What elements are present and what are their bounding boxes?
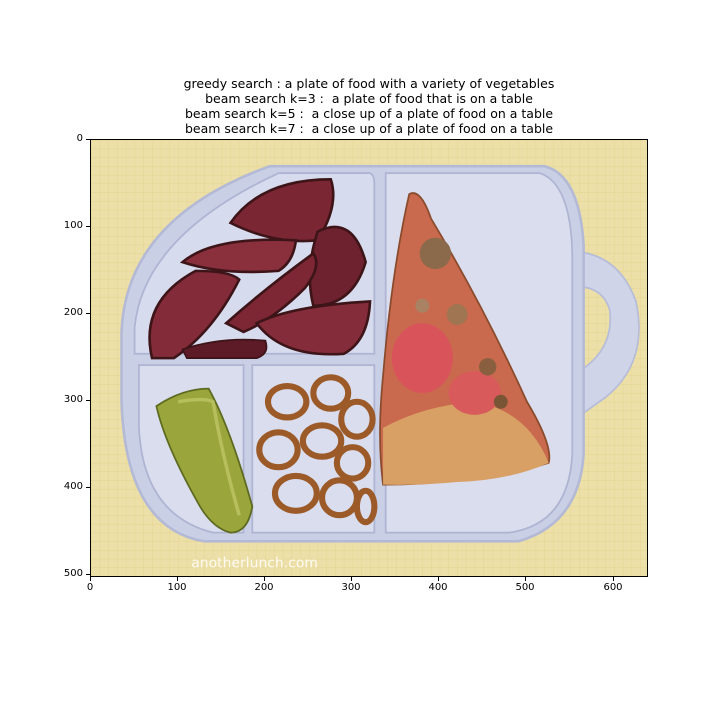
ytick-mark: [86, 226, 90, 227]
ytick-label: 100: [63, 220, 83, 231]
xtick-label: 100: [167, 582, 187, 593]
ytick-mark: [86, 139, 90, 140]
xtick-label: 200: [254, 582, 274, 593]
caption-beam-k3: beam search k=3 : a plate of food that i…: [205, 91, 533, 106]
watermark: anotherlunch.com: [191, 556, 318, 572]
xtick-mark: [438, 577, 439, 581]
xtick-mark: [177, 577, 178, 581]
plum-slices: [148, 177, 372, 360]
caption-block: greedy search : a plate of food with a v…: [90, 76, 648, 136]
ytick-mark: [86, 574, 90, 575]
ytick-label: 500: [63, 568, 83, 579]
tray-handle: [543, 250, 640, 422]
ytick-mark: [86, 313, 90, 314]
xtick-mark: [351, 577, 352, 581]
xtick-mark: [90, 577, 91, 581]
ytick-label: 400: [63, 481, 83, 492]
pizza-slice: [379, 192, 551, 486]
xtick-label: 600: [603, 582, 623, 593]
xtick-label: 0: [86, 582, 94, 593]
caption-greedy: greedy search : a plate of food with a v…: [183, 76, 555, 91]
ytick-label: 200: [63, 307, 83, 318]
image-axes: anotherlunch.com: [90, 139, 648, 577]
caption-beam-k5: beam search k=5 : a close up of a plate …: [184, 106, 554, 121]
pickle: [155, 387, 254, 534]
xtick-label: 300: [341, 582, 361, 593]
xtick-mark: [525, 577, 526, 581]
xtick-mark: [264, 577, 265, 581]
xtick-mark: [613, 577, 614, 581]
pretzels: [256, 374, 378, 526]
ytick-label: 300: [63, 394, 83, 405]
xtick-label: 500: [515, 582, 535, 593]
xtick-label: 400: [428, 582, 448, 593]
caption-beam-k7: beam search k=7 : a close up of a plate …: [184, 121, 554, 136]
lunch-photo: anotherlunch.com: [91, 140, 647, 576]
ytick-label: 0: [76, 133, 83, 144]
ytick-mark: [86, 487, 90, 488]
ytick-mark: [86, 400, 90, 401]
